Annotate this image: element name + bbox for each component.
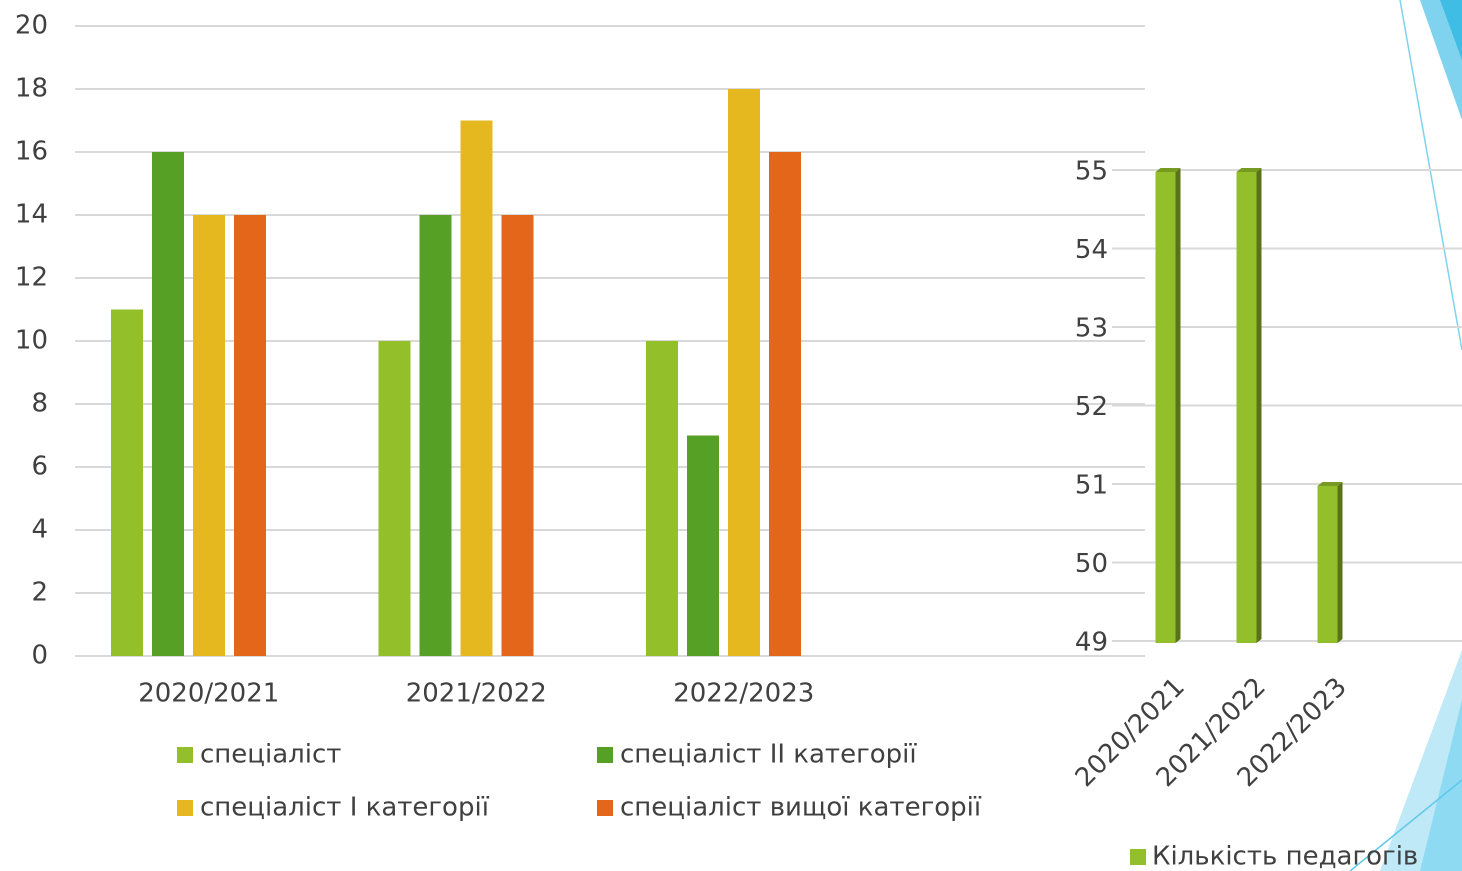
bar — [111, 309, 143, 656]
bar — [769, 152, 801, 656]
bar — [419, 215, 452, 656]
bar-side — [1175, 168, 1181, 643]
y-tick-label: 2 — [31, 578, 48, 608]
y-tick-label: 53 — [1075, 314, 1108, 344]
bar — [728, 89, 760, 656]
legend-label: спеціаліст ІІ категорії — [620, 740, 917, 770]
y-tick-label: 18 — [15, 74, 48, 104]
y-tick-label: 6 — [31, 452, 48, 482]
y-tick-label: 49 — [1075, 628, 1108, 658]
bar-side — [1337, 482, 1343, 643]
legend-label: спеціаліст вищої категорії — [620, 793, 982, 823]
decoration — [1349, 0, 1462, 871]
legend-swatch — [1130, 849, 1146, 865]
bar — [460, 120, 493, 656]
y-tick-label: 50 — [1075, 549, 1108, 579]
bar — [501, 215, 534, 656]
bar — [152, 152, 184, 656]
y-tick-label: 8 — [31, 389, 48, 419]
legend-swatch — [597, 800, 613, 816]
bar — [1317, 486, 1338, 643]
legend-label: спеціаліст І категорії — [200, 793, 490, 823]
bar — [378, 341, 411, 656]
y-tick-label: 0 — [31, 641, 48, 671]
bar — [1155, 172, 1176, 643]
y-tick-label: 55 — [1075, 157, 1108, 187]
bar-side — [1256, 168, 1262, 643]
bar — [193, 215, 225, 656]
bar — [234, 215, 266, 656]
bar — [646, 341, 678, 656]
y-tick-label: 4 — [31, 515, 48, 545]
y-tick-label: 10 — [15, 326, 48, 356]
legend-swatch — [177, 800, 193, 816]
y-tick-label: 52 — [1075, 392, 1108, 422]
legend-swatch — [177, 747, 193, 763]
bar — [687, 435, 719, 656]
legend-label: Кількість педагогів — [1152, 842, 1418, 871]
y-tick-label: 12 — [15, 263, 48, 293]
bar-top — [1317, 482, 1343, 486]
y-tick-label: 20 — [15, 11, 48, 41]
x-tick-label: 2020/2021 — [138, 679, 279, 709]
bar-top — [1155, 168, 1181, 172]
legend-swatch — [597, 747, 613, 763]
legend-label: спеціаліст — [200, 740, 341, 770]
bar — [1236, 172, 1257, 643]
x-tick-label: 2021/2022 — [406, 679, 547, 709]
y-tick-label: 51 — [1075, 471, 1108, 501]
bar-top — [1236, 168, 1262, 172]
y-tick-label: 16 — [15, 137, 48, 167]
y-tick-label: 14 — [15, 200, 48, 230]
x-tick-label: 2022/2023 — [673, 679, 814, 709]
y-tick-label: 54 — [1075, 235, 1108, 265]
